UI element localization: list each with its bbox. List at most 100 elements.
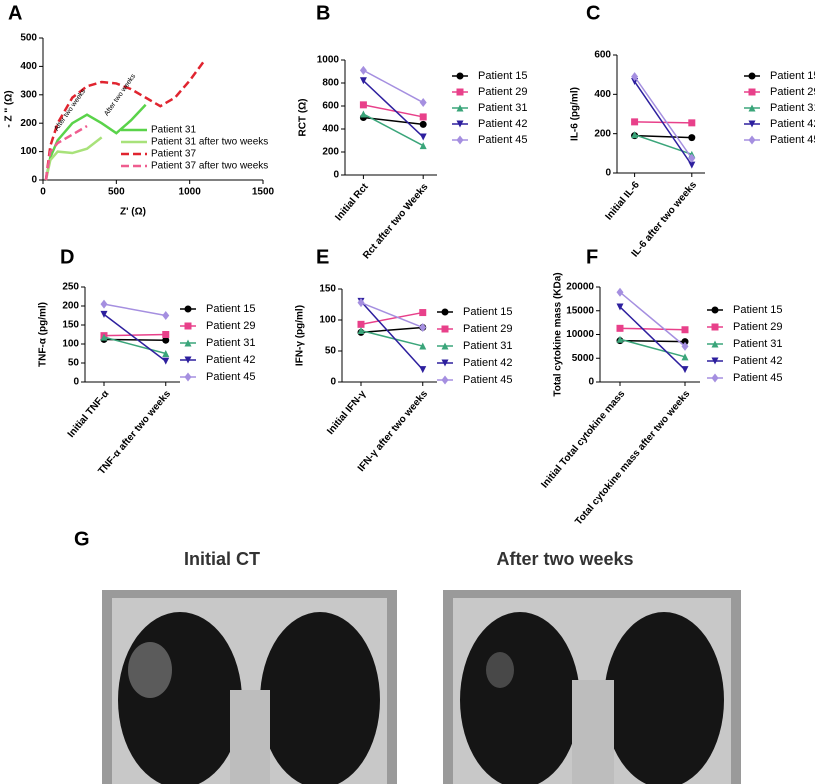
panel-label: F — [586, 246, 598, 268]
marker — [162, 350, 170, 357]
line — [103, 313, 167, 362]
line — [633, 81, 693, 166]
x-tick-label: Initial IFN-γ — [325, 388, 368, 437]
marker — [419, 120, 427, 128]
x-tick-label: Rct after two Weeks — [361, 181, 431, 261]
line — [619, 339, 686, 343]
line — [360, 329, 423, 347]
y-axis-label: Total cytokine mass (KDa) — [553, 272, 564, 396]
y-tick-label: 800 — [322, 78, 339, 89]
marker — [688, 153, 696, 163]
legend-label: Patient 37 after two weeks — [151, 161, 268, 172]
y-tick-label: 200 — [62, 301, 79, 312]
y-tick-label: 1000 — [317, 55, 340, 66]
y-tick-label: 200 — [594, 128, 611, 139]
marker — [616, 303, 624, 311]
legend-label: Patient 42 — [478, 118, 528, 130]
legend-label: Patient 45 — [206, 371, 256, 383]
legend-label: Patient 29 — [770, 86, 815, 98]
marker — [688, 161, 696, 169]
y-tick-label: 300 — [20, 89, 37, 100]
legend-label: Patient 31 — [733, 338, 783, 350]
line — [619, 306, 686, 371]
image-title: After two weeks — [496, 549, 633, 569]
marker — [359, 65, 367, 75]
y-tick-label: 50 — [325, 346, 337, 357]
x-tick-label: 500 — [108, 187, 125, 198]
y-tick-label: 500 — [20, 33, 37, 44]
line — [103, 333, 166, 337]
image-title: Initial CT — [184, 549, 260, 569]
marker — [162, 336, 170, 344]
panel-label: E — [316, 246, 329, 268]
y-tick-label: 400 — [20, 61, 37, 72]
x-tick-label: Initial TNF-α — [66, 388, 112, 440]
line — [103, 336, 166, 355]
legend-label: Patient 31 — [206, 337, 256, 349]
line — [363, 104, 424, 118]
line — [362, 80, 424, 138]
marker — [357, 320, 365, 328]
marker — [681, 366, 689, 374]
legend-label: Patient 15 — [463, 306, 513, 318]
y-tick-label: 0 — [31, 175, 37, 186]
panel-label: A — [8, 2, 22, 24]
line — [619, 327, 686, 331]
legend-marker — [441, 325, 449, 333]
legend-label: Patient 31 after two weeks — [151, 137, 268, 148]
legend-label: Patient 45 — [733, 372, 783, 384]
marker — [419, 133, 427, 141]
marker — [100, 333, 108, 341]
legend-marker — [748, 88, 756, 96]
x-tick-label: IFN-γ after two weeks — [356, 388, 430, 474]
legend-marker — [711, 323, 719, 331]
line — [360, 311, 423, 326]
y-tick-label: 0 — [588, 377, 594, 388]
marker — [419, 113, 427, 121]
x-tick-label: IL-6 after two weeks — [630, 179, 700, 259]
y-tick-label: 0 — [330, 377, 336, 388]
marker — [419, 309, 427, 317]
legend-marker — [748, 72, 756, 80]
y-tick-label: 600 — [322, 101, 339, 112]
y-tick-label: 10000 — [566, 329, 594, 340]
y-tick-label: 600 — [594, 50, 611, 61]
x-tick-label: 1500 — [252, 187, 275, 198]
legend-marker — [456, 104, 464, 112]
legend-label: Patient 45 — [770, 134, 815, 146]
y-tick-label: 400 — [322, 124, 339, 135]
line — [44, 59, 206, 181]
legend-marker — [456, 72, 464, 80]
line — [360, 326, 423, 334]
legend-label: Patient 31 — [463, 340, 513, 352]
legend-label: Patient 29 — [478, 86, 528, 98]
marker — [681, 326, 689, 334]
panel-label: B — [316, 2, 330, 24]
y-tick-label: 250 — [62, 282, 79, 293]
legend-label: Patient 45 — [463, 374, 513, 386]
marker — [359, 101, 367, 109]
marker — [616, 335, 624, 343]
y-axis-label: - Z '' (Ω) — [4, 90, 15, 127]
marker — [681, 338, 689, 346]
x-tick-label: 1000 — [179, 187, 202, 198]
legend-marker — [441, 375, 449, 385]
line — [44, 124, 88, 181]
legend-label: Patient 31 — [478, 102, 528, 114]
legend-label: Patient 15 — [770, 70, 815, 82]
y-tick-label: 100 — [20, 146, 37, 157]
y-tick-label: 150 — [319, 284, 336, 295]
legend-marker — [748, 120, 756, 128]
panel-label: D — [60, 246, 74, 268]
x-axis-label: Z' (Ω) — [120, 207, 146, 218]
y-tick-label: 20000 — [566, 282, 594, 293]
legend-marker — [711, 373, 719, 383]
legend-label: Patient 42 — [463, 357, 513, 369]
legend-label: Patient 42 — [206, 354, 256, 366]
marker — [419, 366, 427, 374]
marker — [419, 142, 427, 150]
y-tick-label: 100 — [62, 339, 79, 350]
legend-marker — [748, 135, 756, 145]
legend-label: Patient 15 — [478, 70, 528, 82]
